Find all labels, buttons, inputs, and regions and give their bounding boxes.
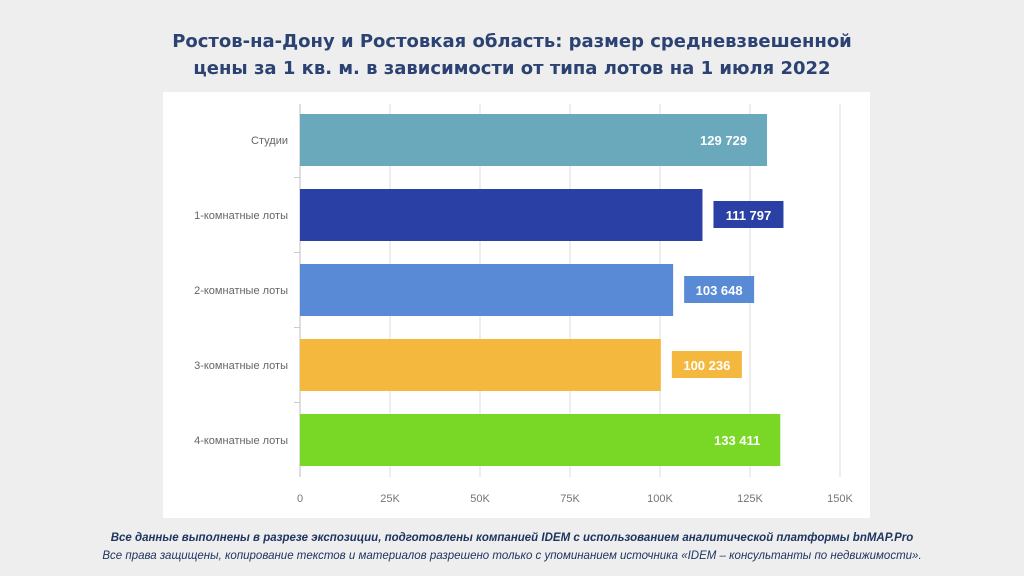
bar-chart: 0 25K 50K 75K 100K 125K 150K Студии 129 729 1-ком… [194, 104, 854, 505]
footer-source-note: Все данные выполнены в разрезе экспозици… [110, 532, 914, 544]
data-label: 133 411 [714, 433, 760, 448]
category-label: Студии [251, 135, 288, 147]
chart-title-line-2: цены за 1 кв. м. в зависимости от типа л… [193, 58, 831, 79]
chart-title-line-1: Ростов-на-Дону и Ростовкая область: разм… [172, 31, 852, 52]
data-label: 100 236 [683, 358, 730, 373]
data-label-box [713, 201, 784, 228]
x-tick-label: 75K [560, 493, 580, 505]
bar [300, 414, 781, 466]
chart-panel: 0 25K 50K 75K 100K 125K 150K Студии 129 729 1-ком… [163, 92, 870, 518]
chart-title: Ростов-на-Дону и Ростовкая область: разм… [0, 28, 1024, 82]
bar [300, 339, 661, 391]
x-tick-label: 150K [827, 493, 853, 505]
x-tick-label: 25K [380, 493, 400, 505]
data-label: 111 797 [726, 208, 772, 223]
category-label: 4-комнатные лоты [194, 435, 288, 447]
bar [300, 264, 674, 316]
bar [300, 189, 703, 241]
footer-copyright-note: Все права защищены, копирование текстов … [102, 550, 922, 562]
category-label: 1-комнатные лоты [194, 210, 288, 222]
x-tick-label: 100K [647, 493, 673, 505]
x-tick-label: 125K [737, 493, 763, 505]
data-label: 103 648 [696, 283, 743, 298]
x-tick-label: 50K [470, 493, 490, 505]
data-label-box [671, 351, 742, 378]
footer: Все данные выполнены в разрезе экспозици… [0, 529, 1024, 565]
bar [300, 114, 768, 166]
data-label: 129 729 [700, 133, 747, 148]
category-label: 2-комнатные лоты [194, 285, 288, 297]
x-tick-label: 0 [297, 493, 303, 505]
data-label-box [684, 276, 755, 303]
category-label: 3-комнатные лоты [194, 360, 288, 372]
